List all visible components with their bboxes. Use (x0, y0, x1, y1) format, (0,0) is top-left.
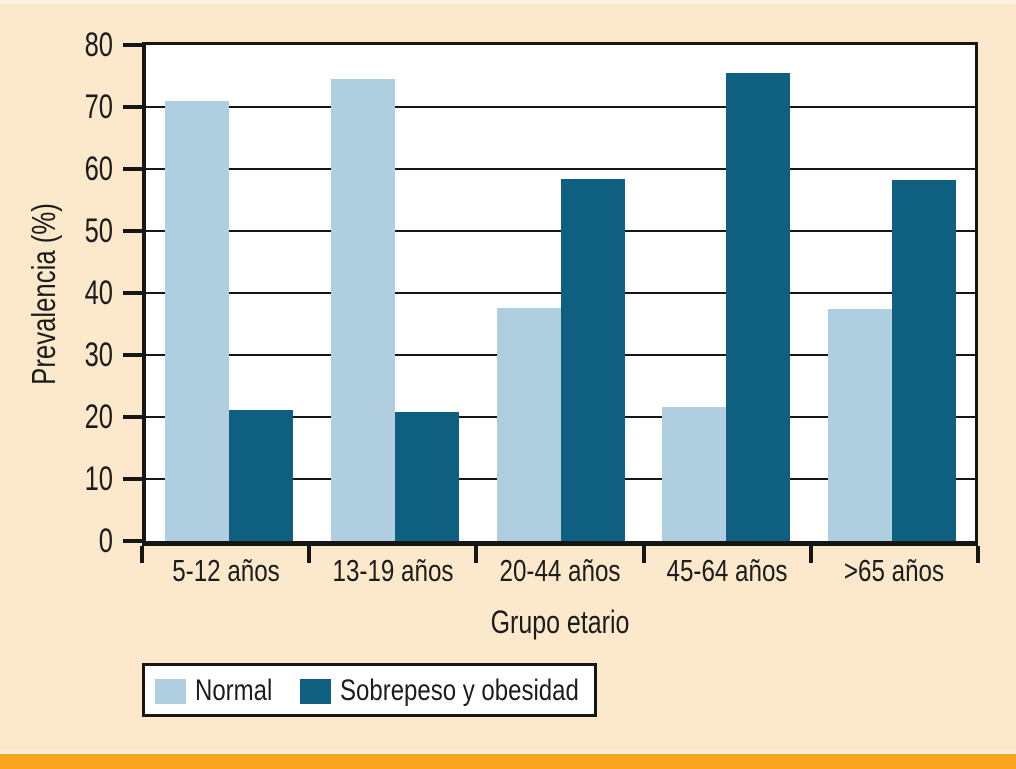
y-tick-label-40: 40 (84, 274, 113, 312)
legend-swatch-normal (155, 679, 186, 704)
legend-label-normal: Normal (195, 674, 273, 707)
plot-area (142, 42, 978, 546)
bar-normal-65-a-os (828, 309, 893, 541)
y-tick-40 (123, 291, 142, 295)
x-category-label-13-19-a-os: 13-19 años (332, 553, 454, 588)
y-tick-label-20: 20 (84, 398, 113, 436)
bar-normal-45-64-a-os (662, 407, 727, 541)
x-tick-1 (307, 546, 312, 563)
bar-normal-5-12-a-os (164, 100, 229, 541)
x-tick-4 (808, 546, 813, 563)
y-tick-label-70: 70 (84, 88, 113, 126)
y-tick-label-10: 10 (84, 460, 113, 498)
y-tick-label-30: 30 (84, 336, 113, 374)
gridline-60 (146, 168, 975, 170)
bar-sobrepeso-y-obesidad-5-12-a-os (228, 409, 293, 541)
x-axis-title: Grupo etario (490, 604, 630, 640)
x-tick-0 (140, 546, 144, 563)
y-tick-70 (123, 105, 142, 109)
x-category-label-5-12-a-os: 5-12 años (171, 553, 280, 588)
x-tick-2 (474, 546, 479, 563)
x-category-label-65-a-os: >65 años (844, 553, 945, 588)
x-tick-3 (641, 546, 646, 563)
bar-sobrepeso-y-obesidad-20-44-a-os (560, 178, 625, 541)
stripe-gap (0, 751, 1016, 754)
y-tick-label-0: 0 (98, 522, 113, 560)
legend-label-sobrepeso-y-obesidad: Sobrepeso y obesidad (340, 674, 579, 707)
x-tick-5 (976, 546, 980, 563)
gridline-70 (146, 106, 975, 108)
bottom-accent-bar (0, 754, 1016, 769)
bar-sobrepeso-y-obesidad-13-19-a-os (394, 412, 459, 541)
x-category-label-45-64-a-os: 45-64 años (666, 553, 788, 588)
top-edge-highlight (0, 0, 1016, 4)
y-tick-label-60: 60 (84, 150, 113, 188)
legend-swatch-sobrepeso-y-obesidad (300, 679, 331, 704)
y-tick-30 (123, 353, 142, 357)
y-tick-10 (123, 477, 142, 481)
y-tick-label-80: 80 (84, 26, 113, 64)
y-tick-20 (123, 415, 142, 419)
y-tick-60 (123, 167, 142, 171)
y-tick-80 (123, 43, 142, 47)
y-tick-label-50: 50 (84, 212, 113, 250)
bar-sobrepeso-y-obesidad-65-a-os (892, 180, 957, 541)
y-tick-0 (123, 539, 142, 543)
x-category-label-20-44-a-os: 20-44 años (499, 553, 621, 588)
bar-normal-13-19-a-os (330, 79, 395, 541)
y-tick-50 (123, 229, 142, 233)
bar-normal-20-44-a-os (496, 307, 561, 541)
legend: Normal Sobrepeso y obesidad (142, 663, 597, 717)
bar-sobrepeso-y-obesidad-45-64-a-os (726, 72, 791, 541)
